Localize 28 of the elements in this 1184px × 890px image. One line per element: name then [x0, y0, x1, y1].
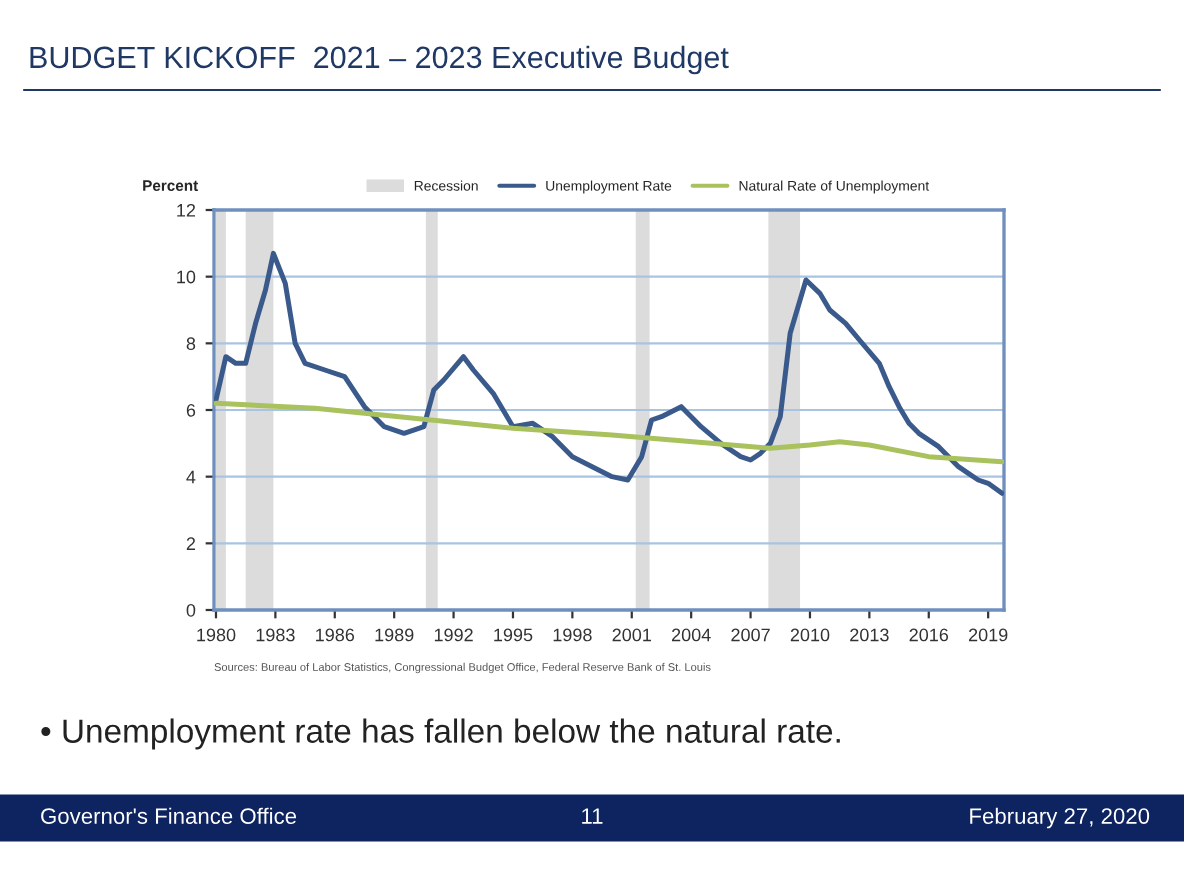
x-tick-label: 1992 [434, 628, 473, 642]
chart-title: BUDGET KICKOFF 2021 – 2023 Executive Budget [30, 45, 729, 75]
x-tick-label: 2013 [850, 628, 889, 642]
y-tick-label: 6 [186, 403, 196, 417]
x-tick-label: 2007 [731, 628, 770, 642]
x-tick-label: 2004 [672, 628, 711, 642]
x-tick-label: 1998 [553, 628, 592, 642]
x-tick-label: 2010 [790, 628, 830, 642]
y-tick-label: 10 [177, 270, 196, 284]
y-tick-label: 0 [186, 603, 196, 617]
y-tick-label: 4 [186, 470, 196, 484]
x-tick-label: 1989 [375, 628, 414, 642]
y-tick-label: 12 [177, 203, 196, 217]
text: 11 [582, 808, 603, 824]
y-tick-label: 2 [186, 537, 196, 550]
x-tick-label: 2001 [612, 628, 651, 642]
text: February 27, 2020 [970, 807, 1150, 829]
x-tick-label: 1986 [316, 628, 355, 642]
line-series [214, 250, 1004, 496]
text: • Unemployment rate has fallen below the natural rate. [41, 718, 840, 750]
text: Governor's Finance Office [41, 807, 297, 824]
line-series [214, 400, 1004, 465]
x-tick-label: 2016 [909, 628, 949, 642]
x-tick-label: 1983 [256, 628, 295, 642]
y-tick-label: 8 [186, 337, 196, 351]
x-tick-label: 2019 [968, 628, 1008, 642]
x-tick-label: 1980 [197, 628, 236, 642]
x-tick-label: 1995 [494, 628, 533, 642]
